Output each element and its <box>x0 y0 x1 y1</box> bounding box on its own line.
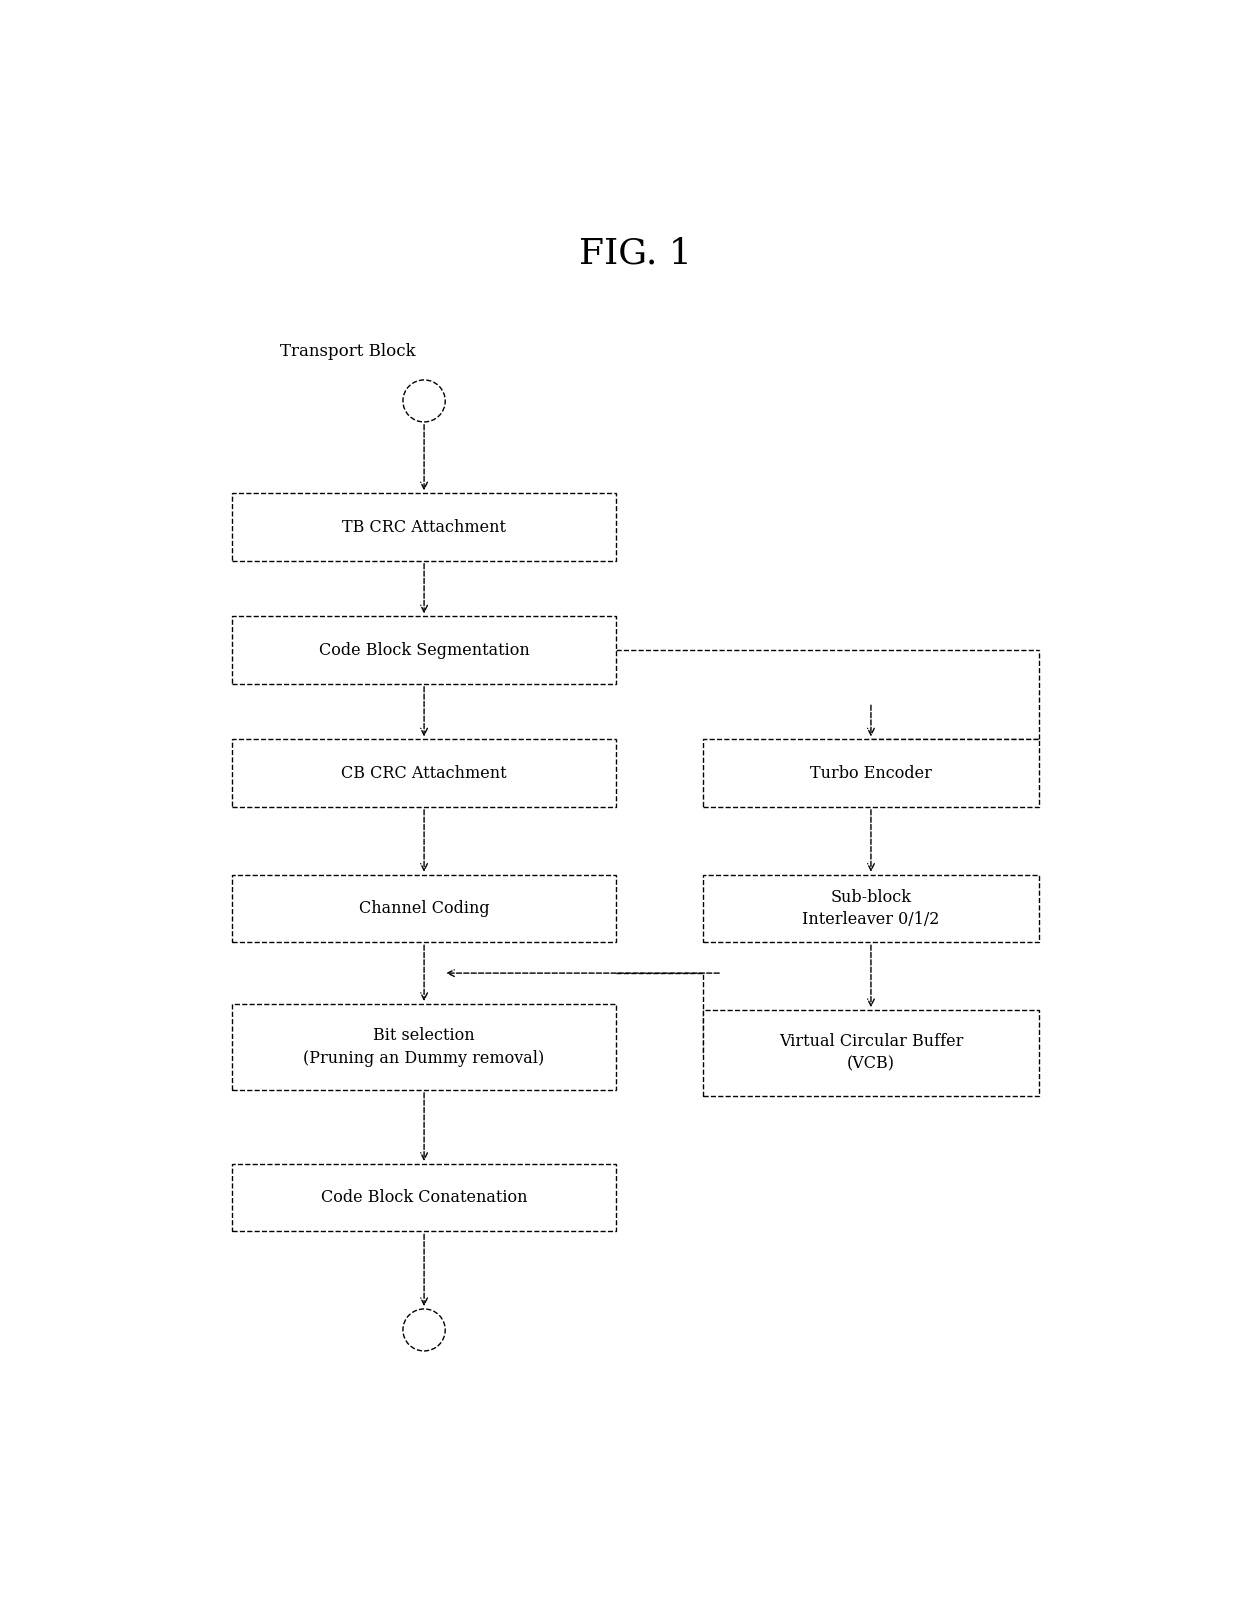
Bar <box>703 1010 1039 1096</box>
Text: Bit selection
(Pruning an Dummy removal): Bit selection (Pruning an Dummy removal) <box>304 1028 544 1066</box>
Bar <box>232 617 616 684</box>
Bar <box>232 740 616 807</box>
Ellipse shape <box>403 380 445 422</box>
Bar <box>232 1163 616 1232</box>
Text: Code Block Conatenation: Code Block Conatenation <box>321 1189 527 1206</box>
Bar <box>232 494 616 561</box>
Text: Transport Block: Transport Block <box>280 344 415 360</box>
Bar <box>232 1004 616 1090</box>
Text: Sub-block
Interleaver 0/1/2: Sub-block Interleaver 0/1/2 <box>802 888 940 928</box>
Text: TB CRC Attachment: TB CRC Attachment <box>342 519 506 535</box>
Text: Virtual Circular Buffer
(VCB): Virtual Circular Buffer (VCB) <box>779 1034 963 1072</box>
Bar <box>703 740 1039 807</box>
Bar <box>703 874 1039 943</box>
Text: Channel Coding: Channel Coding <box>358 900 490 917</box>
Text: FIG. 1: FIG. 1 <box>579 237 692 270</box>
Bar <box>232 874 616 943</box>
Text: Code Block Segmentation: Code Block Segmentation <box>319 642 529 658</box>
Text: CB CRC Attachment: CB CRC Attachment <box>341 765 507 781</box>
Text: Turbo Encoder: Turbo Encoder <box>810 765 932 781</box>
Ellipse shape <box>403 1309 445 1350</box>
